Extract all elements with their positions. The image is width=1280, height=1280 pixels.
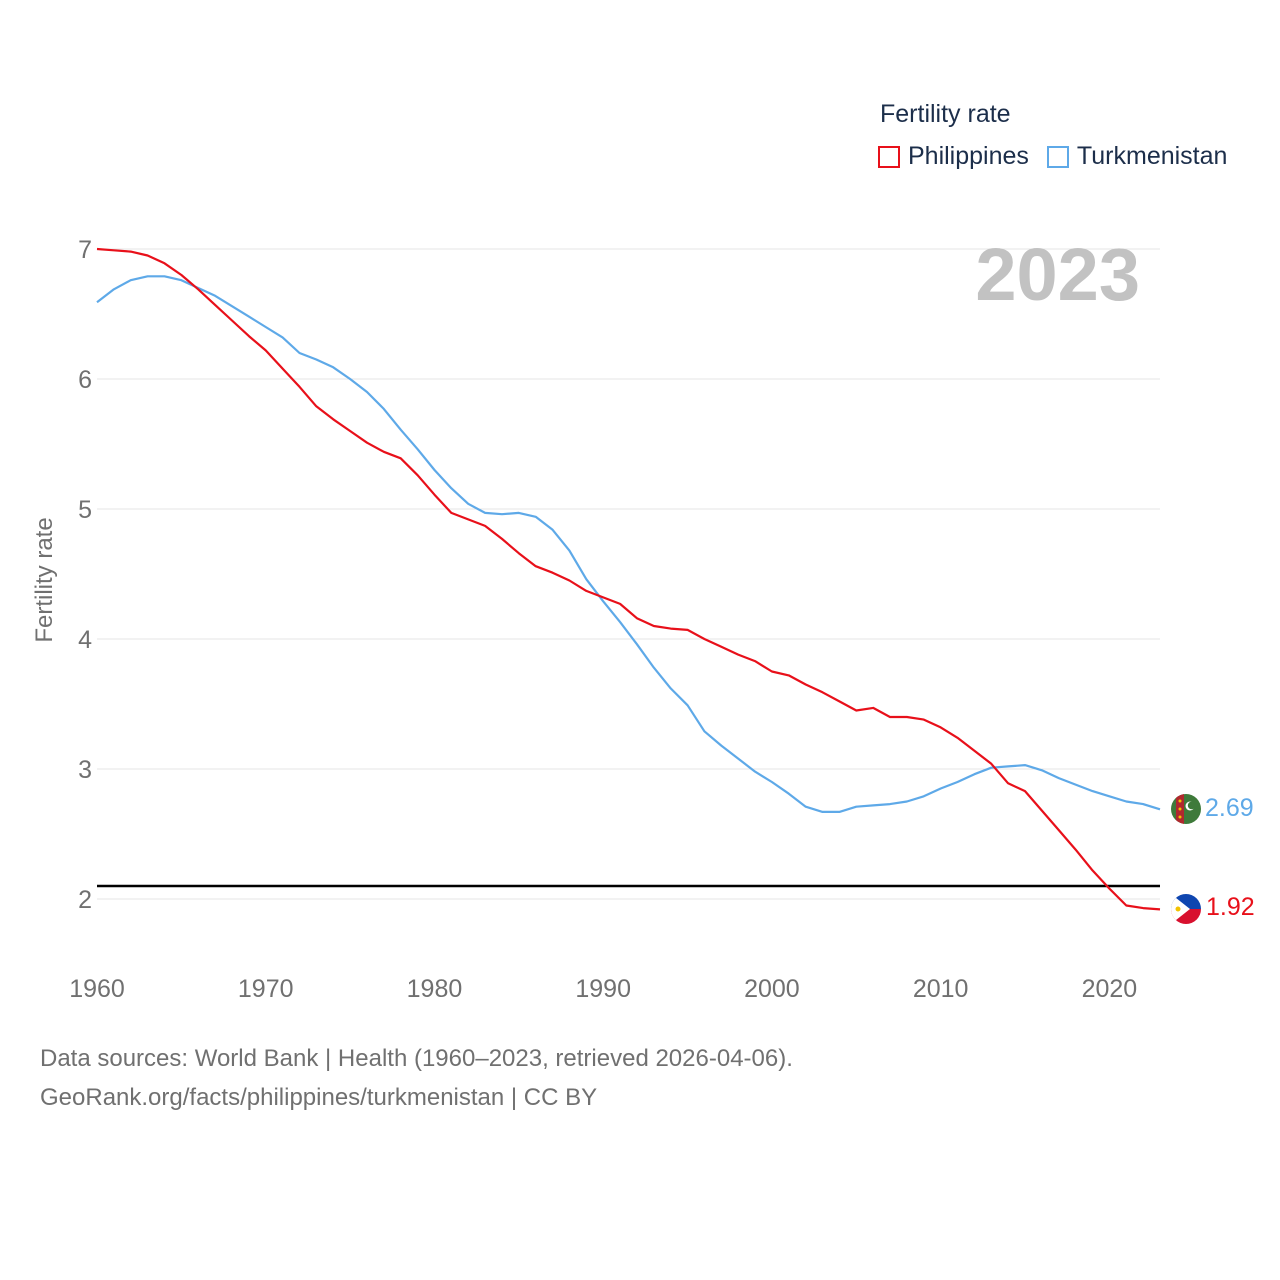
y-tick-label-4: 4	[78, 626, 92, 654]
y-tick-label-5: 5	[78, 496, 92, 524]
series-lines	[96, 247, 1161, 911]
x-tick-label-1970: 1970	[238, 975, 294, 1003]
legend-swatch-philippines	[878, 145, 900, 168]
x-tick-label-1990: 1990	[575, 975, 631, 1003]
x-tick-label-2010: 2010	[913, 975, 969, 1003]
legend-label-turkmenistan: Turkmenistan	[1076, 142, 1228, 170]
turkmenistan-flag	[1171, 794, 1201, 824]
series-line-philippines	[96, 247, 1161, 911]
philippines-flag	[1171, 894, 1201, 924]
x-axis-ticks: 1960 1970 1980 1990 2000 2010 2020	[69, 975, 1137, 1003]
gridlines	[97, 248, 1160, 900]
x-tick-label-1980: 1980	[407, 975, 463, 1003]
source-line: Data sources: World Bank | Health (1960–…	[40, 1045, 793, 1072]
philippines-end-value: 1.92	[1206, 893, 1255, 921]
turkmenistan-end-value: 2.69	[1205, 794, 1254, 822]
x-tick-label-2020: 2020	[1082, 975, 1138, 1003]
y-tick-label-7: 7	[78, 236, 92, 264]
year-label: 2023	[975, 233, 1140, 316]
legend-label-philippines: Philippines	[908, 142, 1029, 170]
legend: Philippines Turkmenistan	[878, 142, 1245, 171]
legend-item-philippines[interactable]: Philippines	[878, 142, 1029, 171]
legend-item-turkmenistan[interactable]: Turkmenistan	[1046, 142, 1228, 171]
legend-title: Fertility rate	[880, 100, 1011, 128]
attribution-link[interactable]: GeoRank.org/facts/philippines/turkmenist…	[40, 1084, 598, 1111]
y-tick-label-2: 2	[78, 886, 92, 914]
y-axis-ticks: 2 3 4 5 6 7	[78, 236, 92, 914]
series-line-turkmenistan	[96, 275, 1161, 814]
y-tick-label-6: 6	[78, 366, 92, 394]
x-tick-label-1960: 1960	[69, 975, 125, 1003]
x-tick-label-2000: 2000	[744, 975, 800, 1003]
y-tick-label-3: 3	[78, 756, 92, 784]
legend-swatch-turkmenistan	[1046, 145, 1069, 168]
y-axis-label: Fertility rate	[31, 517, 58, 642]
